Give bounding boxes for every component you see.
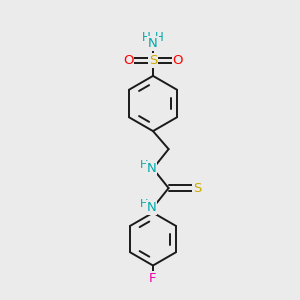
Text: H: H	[155, 31, 164, 44]
Text: O: O	[123, 54, 133, 67]
Text: H: H	[140, 160, 148, 170]
Text: S: S	[149, 54, 157, 67]
Text: N: N	[147, 162, 156, 175]
Text: O: O	[173, 54, 183, 67]
Text: S: S	[193, 182, 202, 195]
Text: H: H	[140, 199, 148, 209]
Text: F: F	[149, 272, 157, 285]
Text: N: N	[147, 201, 156, 214]
Text: H: H	[142, 31, 151, 44]
Text: N: N	[148, 37, 158, 50]
